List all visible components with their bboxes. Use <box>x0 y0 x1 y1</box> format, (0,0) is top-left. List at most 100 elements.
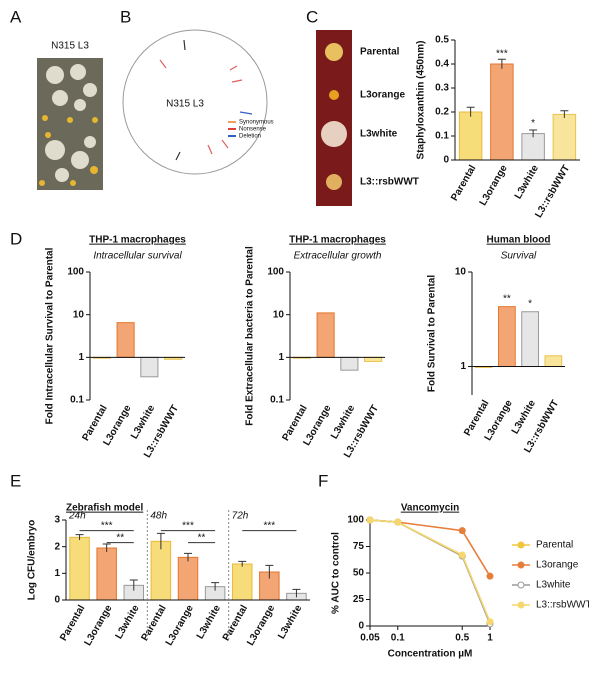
bar <box>490 63 514 161</box>
x-tick-label: Parental <box>449 163 478 203</box>
colony-photo <box>326 174 342 190</box>
chart-title: Human blood <box>487 235 551 246</box>
mutation-ticks <box>159 39 253 161</box>
y-tick-label: 0 <box>443 155 449 166</box>
y-tick-label: 50 <box>353 568 365 579</box>
bracket-label: ** <box>116 532 124 543</box>
panel-letter: D <box>10 229 22 248</box>
error-bar <box>75 534 84 540</box>
bar <box>69 536 90 601</box>
colony-photo <box>329 90 339 100</box>
x-tick-label: L3white <box>513 163 541 201</box>
y-tick-label: 100 <box>347 515 364 526</box>
y-axis-label: % AUC to control <box>331 532 342 614</box>
y-tick-label: 3 <box>54 515 60 526</box>
bar <box>150 540 172 601</box>
error-bar <box>560 110 569 118</box>
error-bar <box>466 106 475 117</box>
error-bar <box>292 588 301 598</box>
y-axis-label: Staphyloxanthin (450nm) <box>416 41 427 160</box>
point <box>458 551 466 559</box>
strain-label: L3orange <box>360 90 405 101</box>
error-bar <box>102 543 111 552</box>
y-axis-label: Fold Intracellular Survival to Parental <box>45 247 56 424</box>
y-tick-label: 75 <box>353 541 365 552</box>
significance: ** <box>503 293 511 304</box>
y-tick-label: 100 <box>267 267 284 278</box>
bar <box>521 133 545 161</box>
orange-colonies <box>39 115 98 186</box>
chart-title: THP-1 macrophages <box>89 235 186 246</box>
genome-circle <box>122 29 268 175</box>
point <box>366 516 374 524</box>
x-tick-label: Parental <box>58 603 87 643</box>
bracket-label: ** <box>198 532 206 543</box>
x-tick-label: Parental <box>221 603 250 643</box>
chart-title: THP-1 macrophages <box>289 235 386 246</box>
y-axis-label: Fold Extracellular bacteria to Parental <box>245 246 256 426</box>
bar <box>521 311 539 368</box>
error-bar <box>156 532 165 550</box>
x-tick-label: L3orange <box>245 603 277 648</box>
y-tick-label: 0.1 <box>435 131 449 142</box>
strain-label: L3white <box>360 129 398 140</box>
y-tick-label: 10 <box>273 309 285 320</box>
group-label: 72h <box>232 511 249 522</box>
bracket-label: *** <box>263 520 275 531</box>
x-tick-label: 0.5 <box>455 633 469 644</box>
y-tick-label: 0.2 <box>435 107 449 118</box>
bar <box>140 356 159 378</box>
bar <box>177 556 199 601</box>
y-tick-label: 1 <box>54 568 60 579</box>
bracket-label: *** <box>101 520 113 531</box>
bar <box>316 312 335 358</box>
y-tick-label: 0.3 <box>435 83 449 94</box>
panel-letter: B <box>120 7 131 26</box>
panel-letter: C <box>306 7 318 26</box>
x-tick-label: 1 <box>487 633 493 644</box>
legend-label: Deletion <box>239 134 261 140</box>
chart-subtitle: Extracellular growth <box>294 251 382 262</box>
x-tick-label: L3white <box>195 603 223 641</box>
x-tick-label: Parental <box>140 603 169 643</box>
error-bar <box>265 564 274 579</box>
x-tick-label: L3orange <box>83 603 115 648</box>
error-bar <box>129 579 138 591</box>
series-line <box>369 519 491 623</box>
x-tick-label: L3white <box>114 603 142 641</box>
error-bar <box>211 582 220 591</box>
error-bar <box>184 552 192 562</box>
series-line <box>369 519 491 625</box>
y-tick-label: 25 <box>353 594 365 605</box>
bar <box>364 356 383 362</box>
point <box>394 518 402 526</box>
x-tick-label: L3white <box>276 603 304 641</box>
colony-photo <box>321 121 347 147</box>
error-bar <box>238 560 247 567</box>
x-axis-label: Concentration µM <box>388 649 473 660</box>
point <box>458 527 466 535</box>
panel-letter: E <box>10 471 21 490</box>
chart-title: Vancomycin <box>401 503 459 514</box>
bar <box>458 111 483 161</box>
bar <box>498 306 516 368</box>
legend-label: L3white <box>536 580 571 591</box>
bar <box>552 113 577 161</box>
x-tick-label: L3orange <box>478 163 510 208</box>
chart-title: Zebrafish model <box>66 503 143 514</box>
y-tick-label: 0.5 <box>435 35 449 46</box>
photo-title: N315 L3 <box>51 41 89 52</box>
genome-label: N315 L3 <box>166 99 204 110</box>
group-label: 24h <box>68 511 86 522</box>
legend-label: Synonymous <box>239 120 274 126</box>
x-tick-label: L3orange <box>164 603 196 648</box>
error-bar <box>497 58 506 69</box>
bar <box>231 563 253 601</box>
bar <box>544 355 563 368</box>
y-tick-label: 10 <box>73 309 85 320</box>
panel-letter: F <box>318 471 328 490</box>
point <box>486 572 494 580</box>
y-tick-label: 0.1 <box>70 395 84 406</box>
y-tick-label: 0 <box>54 595 60 606</box>
